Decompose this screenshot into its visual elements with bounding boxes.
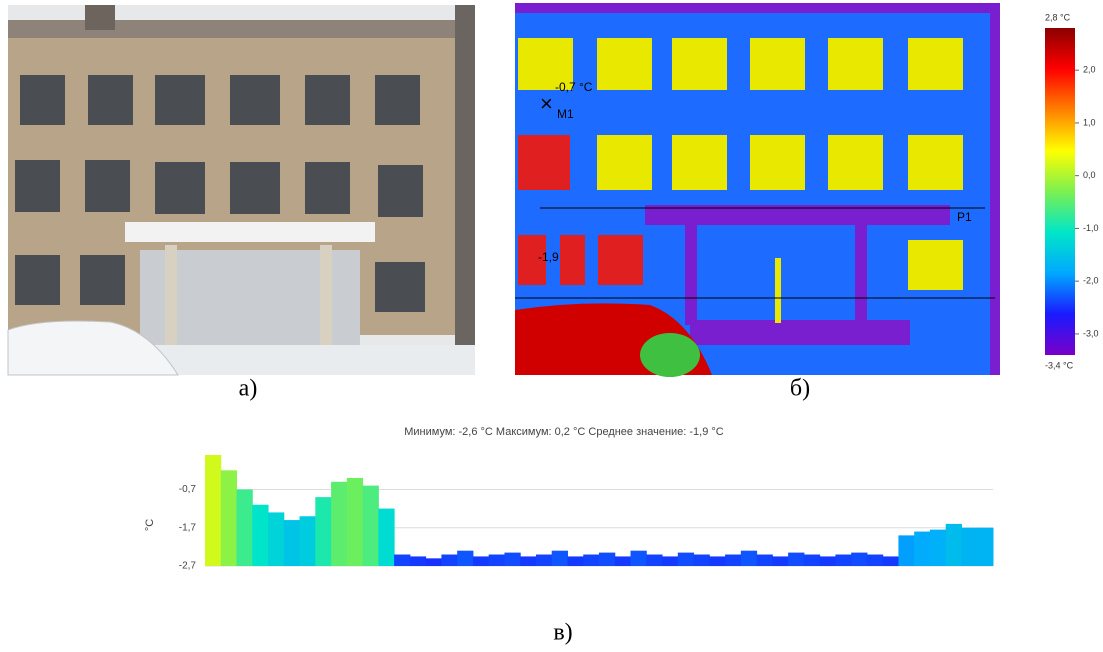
profile-bar xyxy=(205,455,221,566)
profile-bar xyxy=(599,553,615,566)
m1-value: -0,7 °C xyxy=(555,80,593,94)
profile-bar xyxy=(473,556,489,566)
profile-bar xyxy=(961,528,977,566)
profile-bar xyxy=(536,555,552,566)
profile-bar xyxy=(867,555,883,566)
profile-bar xyxy=(221,470,237,566)
panel-label: в) xyxy=(553,620,572,646)
profile-bar xyxy=(504,553,520,566)
y-tick-label: -1,7 xyxy=(179,522,197,533)
profile-bar xyxy=(930,530,946,566)
profile-bar xyxy=(520,556,536,566)
colorbar-tick-label: 0,0 xyxy=(1083,170,1096,180)
thermal-image: × -0,7 °C M1 -1,9 P1 xyxy=(515,3,1000,377)
profile-bar xyxy=(426,558,442,566)
profile-bar xyxy=(347,478,363,566)
profile-bar xyxy=(946,524,962,566)
profile-bar xyxy=(331,482,347,566)
colorbar-limit-label: -3,4 °C xyxy=(1045,360,1074,370)
colorbar-limit-label: 2,8 °C xyxy=(1045,12,1071,22)
profile-bar xyxy=(378,509,394,566)
panel-label: а) xyxy=(239,376,258,402)
profile-bar xyxy=(252,505,268,566)
colorbar-tick-label: 1,0 xyxy=(1083,117,1096,127)
profile-bar xyxy=(410,556,426,566)
profile-bar xyxy=(631,551,647,566)
y-tick-label: -0,7 xyxy=(179,484,197,495)
profile-bar xyxy=(315,497,331,566)
p1-label: P1 xyxy=(957,210,972,224)
profile-bar xyxy=(662,556,678,566)
profile-bar xyxy=(725,555,741,566)
profile-bar xyxy=(552,551,568,566)
colorbar xyxy=(1045,28,1075,355)
spot-value: -1,9 xyxy=(538,250,559,264)
profile-bar xyxy=(804,555,820,566)
m1-cross: × xyxy=(540,91,553,116)
profile-bar xyxy=(977,528,993,566)
profile-bar xyxy=(709,556,725,566)
profile-bar xyxy=(268,512,284,566)
profile-bar xyxy=(851,553,867,566)
profile-bar xyxy=(300,516,316,566)
profile-bar xyxy=(363,486,379,566)
profile-bar xyxy=(772,556,788,566)
profile-bar xyxy=(489,555,505,566)
profile-bar xyxy=(788,553,804,566)
profile-bar xyxy=(646,555,662,566)
profile-bar xyxy=(757,555,773,566)
profile-bar xyxy=(678,553,694,566)
profile-bar xyxy=(741,551,757,566)
profile-bar xyxy=(583,555,599,566)
profile-bar xyxy=(883,556,899,566)
profile-bar xyxy=(835,555,851,566)
colorbar-tick-label: 2,0 xyxy=(1083,65,1096,75)
profile-bar xyxy=(237,489,253,566)
colorbar-tick-label: -3,0 xyxy=(1083,328,1099,338)
photo xyxy=(8,5,475,375)
profile-bar xyxy=(898,535,914,566)
figure: × -0,7 °C M1 -1,9 P1 а) б) в) Минимум: -… xyxy=(0,0,1103,647)
m1-label: M1 xyxy=(557,107,574,121)
profile-bar xyxy=(914,532,930,566)
colorbar-tick-label: -2,0 xyxy=(1083,276,1099,286)
profile-bar xyxy=(441,555,457,566)
profile-bar xyxy=(394,555,410,566)
profile-bar xyxy=(457,551,473,566)
profile-bar xyxy=(820,556,836,566)
y-tick-label: -2,7 xyxy=(179,561,197,572)
profile-bar xyxy=(284,520,300,566)
chart-title: Минимум: -2,6 °C Максимум: 0,2 °C Средне… xyxy=(404,426,724,438)
profile-bar xyxy=(694,555,710,566)
profile-bar xyxy=(567,556,583,566)
panel-label: б) xyxy=(790,376,810,402)
y-axis-label: °C xyxy=(144,519,156,531)
profile-bar xyxy=(615,556,631,566)
colorbar-tick-label: -1,0 xyxy=(1083,223,1099,233)
